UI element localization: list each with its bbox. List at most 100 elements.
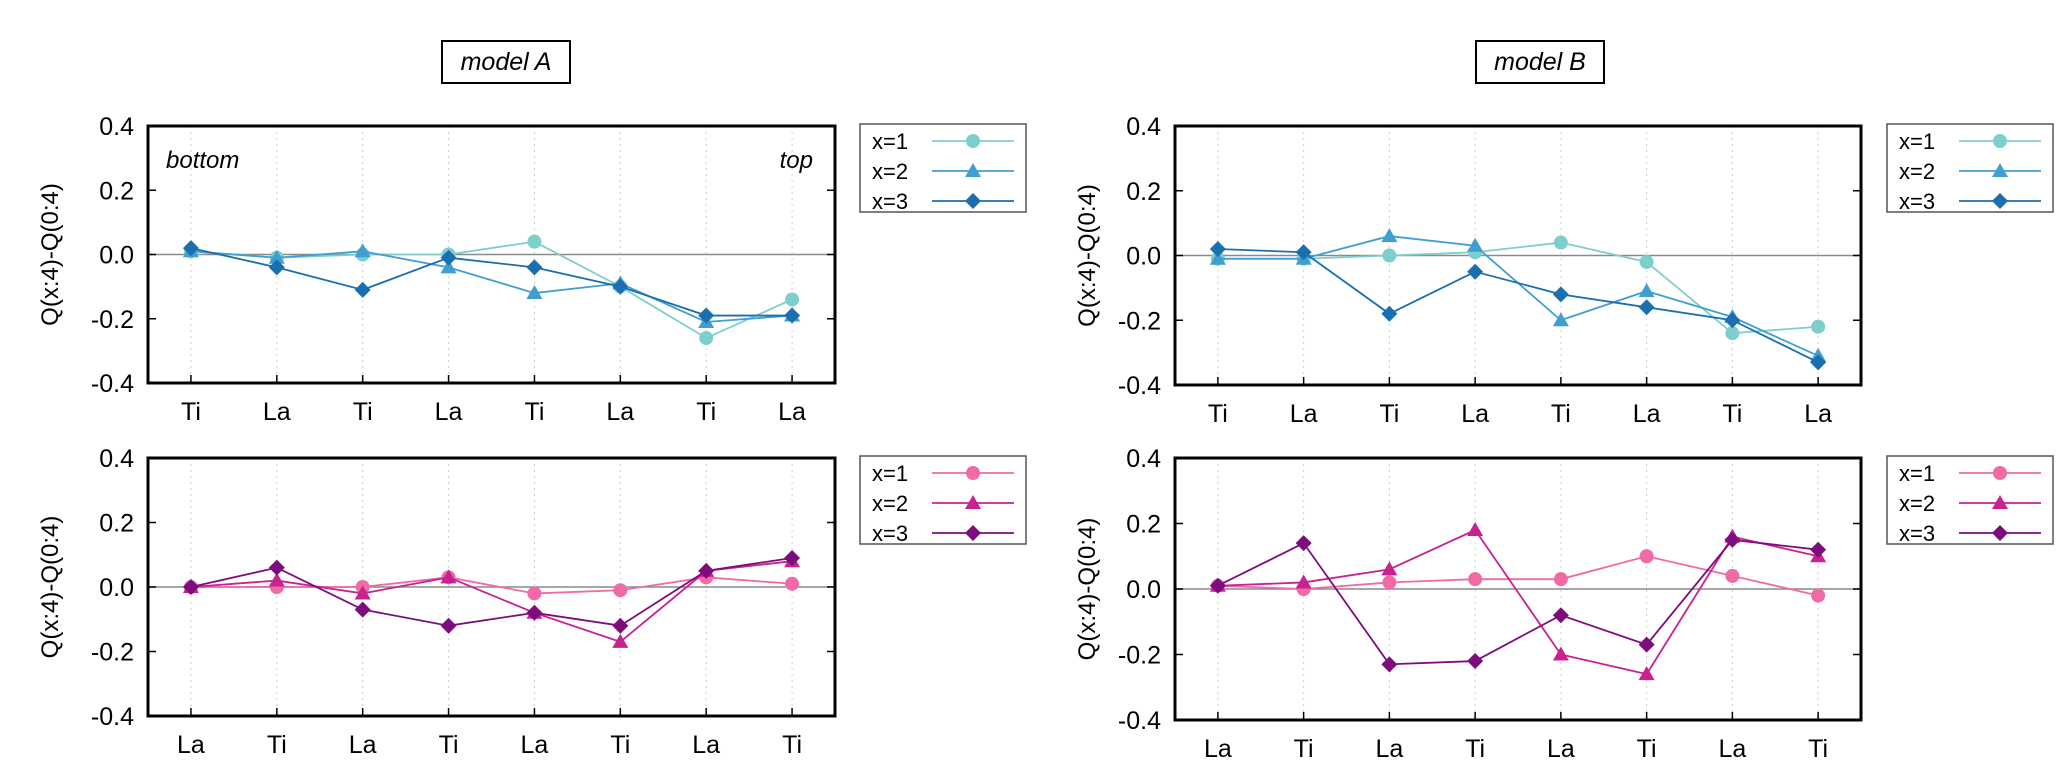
legend-marker-x=2 (1992, 163, 2008, 177)
data-point-x=2-4 (440, 259, 457, 274)
data-point-x=1-6 (1639, 549, 1654, 564)
legend-marker-x=1 (966, 134, 980, 148)
x-tick-label: La (692, 731, 720, 759)
x-tick-label: Ti (1808, 735, 1828, 763)
legend-marker-x=1 (966, 466, 980, 480)
y-tick-label: 0.4 (1126, 445, 1161, 473)
series-line-x=3 (1217, 538, 1819, 666)
series-line-x=3 (1217, 248, 1819, 364)
legend: x=1 x=2 x=3 (859, 123, 1027, 214)
x-tick-label: Ti (1379, 400, 1399, 428)
data-point-x=3-5 (1552, 286, 1569, 303)
x-tick-label: La (778, 398, 806, 426)
legend-marker-x=1 (1993, 466, 2007, 480)
legend: x=1 x=2 x=3 (1886, 123, 2054, 214)
data-point-x=3-1 (1209, 577, 1226, 594)
data-point-x=3-5 (526, 604, 543, 621)
data-point-x=2-5 (1552, 312, 1569, 327)
x-tick-label: La (1804, 400, 1832, 428)
data-point-x=3-8 (784, 549, 801, 566)
data-point-x=1-7 (699, 331, 714, 346)
series-line-x=3 (190, 247, 793, 317)
data-point-x=3-6 (612, 617, 629, 634)
data-point-x=3-2 (268, 259, 285, 276)
legend-label-x=1: x=1 (872, 129, 908, 154)
y-tick-label: 0.0 (1126, 576, 1161, 604)
data-point-x=1-6 (613, 583, 628, 598)
legend-marker-x=2 (1992, 495, 2008, 509)
data-point-x=3-8 (1810, 541, 1827, 558)
y-axis-label: Q(x:4)-Q(0:4) (37, 183, 64, 326)
legend-label-x=2: x=2 (1899, 491, 1935, 516)
legend-box (1886, 455, 2054, 545)
x-tick-label: La (177, 731, 205, 759)
series-line-x=3 (190, 557, 793, 627)
data-point-x=1-8 (785, 576, 800, 591)
data-point-x=1-3 (1382, 575, 1397, 590)
series-line-x=1 (1217, 555, 1819, 597)
x-tick-label: La (263, 398, 291, 426)
data-point-x=3-3 (1381, 656, 1398, 673)
data-point-x=2-2 (268, 572, 285, 587)
data-point-x=2-1 (1209, 250, 1226, 265)
chart-panel-4: 0.4 0.2 0.0 -0.2 -0.4 La Ti La Ti La Ti La Ti Q(x:4)-… (1074, 445, 2054, 763)
legend-label-x=2: x=2 (1899, 159, 1935, 184)
x-tick-label: Ti (353, 398, 373, 426)
data-point-x=2-6 (1638, 283, 1655, 298)
legend-label-x=3: x=3 (872, 189, 908, 214)
x-tick-label: Ti (439, 731, 459, 759)
x-tick-label: Ti (1465, 735, 1485, 763)
legend-marker-x=3 (965, 525, 981, 541)
legend-label-x=3: x=3 (1899, 521, 1935, 546)
data-point-x=3-6 (612, 278, 629, 295)
data-point-x=3-4 (440, 617, 457, 634)
model-title-text: model B (1494, 48, 1586, 76)
x-tick-label: La (521, 731, 549, 759)
y-tick-label: -0.2 (91, 639, 134, 667)
x-tick-label: Ti (1637, 735, 1657, 763)
data-point-x=2-4 (1467, 522, 1484, 537)
model-title-box (441, 40, 571, 84)
legend-marker-x=3 (965, 193, 981, 209)
data-point-x=3-3 (1381, 305, 1398, 322)
legend-marker-x=1 (1993, 134, 2007, 148)
data-point-x=1-8 (785, 292, 800, 307)
y-tick-label: 0.0 (99, 574, 134, 602)
legend-marker-x=2 (965, 163, 981, 177)
model-title: model A (441, 40, 571, 84)
x-tick-label: La (606, 398, 634, 426)
data-point-x=3-4 (440, 249, 457, 266)
data-point-x=2-5 (526, 285, 543, 300)
data-point-x=3-8 (1810, 354, 1827, 371)
data-point-x=2-2 (1295, 574, 1312, 589)
data-point-x=2-2 (268, 249, 285, 264)
x-tick-label: La (1633, 400, 1661, 428)
legend-marker-x=3 (1992, 193, 2008, 209)
x-tick-label: Ti (181, 398, 201, 426)
model-title-text: model A (461, 48, 552, 76)
data-point-x=3-6 (1638, 299, 1655, 316)
legend-label-x=1: x=1 (1899, 129, 1935, 154)
x-tick-label: La (1290, 400, 1318, 428)
x-tick-label: Ti (1294, 735, 1314, 763)
y-tick-label: -0.4 (1118, 372, 1161, 400)
data-point-x=2-3 (1381, 561, 1398, 576)
data-point-x=3-7 (698, 562, 715, 579)
data-point-x=3-4 (1467, 653, 1484, 670)
series-line-x=2 (190, 560, 793, 643)
legend-label-x=2: x=2 (872, 491, 908, 516)
data-point-x=1-8 (1811, 319, 1826, 334)
series-line-x=2 (1217, 528, 1819, 676)
x-tick-label: La (349, 731, 377, 759)
y-tick-label: 0.0 (99, 242, 134, 270)
y-tick-label: 0.4 (1126, 113, 1161, 141)
annotation-bottom: bottom (166, 147, 239, 174)
y-axis-label: Q(x:4)-Q(0:4) (37, 516, 64, 659)
y-axis-label: Q(x:4)-Q(0:4) (1074, 518, 1101, 661)
data-point-x=2-6 (612, 633, 629, 648)
data-point-x=3-8 (784, 307, 801, 324)
data-point-x=1-3 (1382, 248, 1397, 263)
legend-label-x=1: x=1 (1899, 461, 1935, 486)
data-point-x=3-2 (1295, 535, 1312, 552)
